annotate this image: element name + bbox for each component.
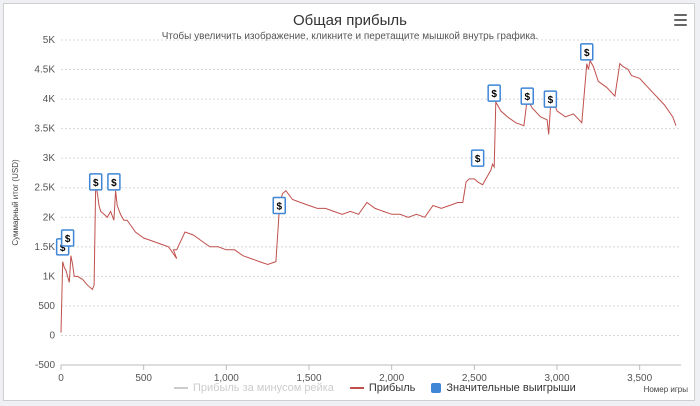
x-tick-label: 1,000 (214, 373, 239, 384)
y-tick-label: 4.5K (34, 65, 55, 76)
y-tick-label: 1.5K (34, 242, 55, 253)
big-win-marker (470, 149, 485, 167)
y-tick-label: 3K (43, 153, 56, 164)
legend-item-profit[interactable]: Прибыль (349, 382, 416, 394)
x-tick-label: 3,000 (544, 373, 569, 384)
legend-swatch (349, 387, 364, 389)
legend-swatch (431, 383, 442, 393)
hamburger-menu-icon[interactable] (674, 14, 687, 26)
chart-panel[interactable]: Общая прибыль Чтобы увеличить изображени… (3, 3, 695, 401)
x-tick-label: 500 (135, 373, 152, 384)
big-win-marker-label: $ (65, 234, 71, 245)
big-win-marker-label: $ (475, 154, 481, 165)
legend-item-net-profit[interactable]: Прибыль за минусом рейка (174, 382, 334, 394)
big-win-marker (543, 90, 558, 108)
y-tick-label: 500 (38, 301, 55, 312)
big-win-marker-label: $ (491, 89, 497, 100)
big-win-marker (487, 84, 501, 102)
profit-series-line (60, 59, 677, 333)
chart-subtitle: Чтобы увеличить изображение, кликните и … (161, 31, 539, 42)
big-win-marker (272, 196, 286, 215)
legend-label: Прибыль (368, 382, 416, 394)
big-win-marker-label: $ (60, 243, 66, 254)
big-win-marker (88, 173, 103, 191)
big-win-marker-label: $ (111, 178, 117, 189)
y-tick-label: 1K (43, 271, 56, 282)
y-axis-title: Суммарный итог (USD) (11, 159, 20, 246)
legend-swatch (174, 387, 188, 389)
y-tick-label: 4K (43, 94, 56, 105)
y-tick-label: 5K (43, 35, 56, 46)
x-axis-title: Номер игры (644, 385, 689, 394)
x-tick-label: 2,000 (379, 373, 404, 384)
y-tick-label: 2.5K (34, 183, 55, 194)
big-win-marker (580, 43, 594, 61)
x-tick-label: 0 (58, 373, 64, 384)
big-win-marker-label: $ (524, 92, 530, 103)
big-win-marker-label: $ (584, 48, 590, 59)
x-tick-label: 3,500 (627, 373, 652, 384)
chart-title: Общая прибыль (292, 12, 408, 29)
x-tick-label: 2,500 (462, 373, 487, 384)
big-win-marker (107, 173, 121, 191)
big-win-marker-label: $ (276, 201, 282, 212)
big-win-marker (520, 87, 534, 105)
y-tick-label: 0 (49, 330, 55, 341)
legend-label: Значительные выигрыши (446, 382, 576, 394)
legend-label: Прибыль за минусом рейка (193, 382, 334, 394)
x-tick-label: 1,500 (296, 373, 321, 384)
big-win-marker-label: $ (548, 95, 554, 106)
y-tick-label: 3.5K (34, 124, 55, 135)
chart-legend: Прибыль за минусом рейка Прибыль Значите… (174, 382, 576, 394)
big-win-marker-label: $ (93, 178, 99, 189)
big-win-marker (60, 229, 75, 247)
y-tick-label: 2K (43, 212, 56, 223)
legend-item-big-wins[interactable]: Значительные выигрыши (431, 382, 576, 394)
y-tick-label: -500 (35, 360, 55, 371)
